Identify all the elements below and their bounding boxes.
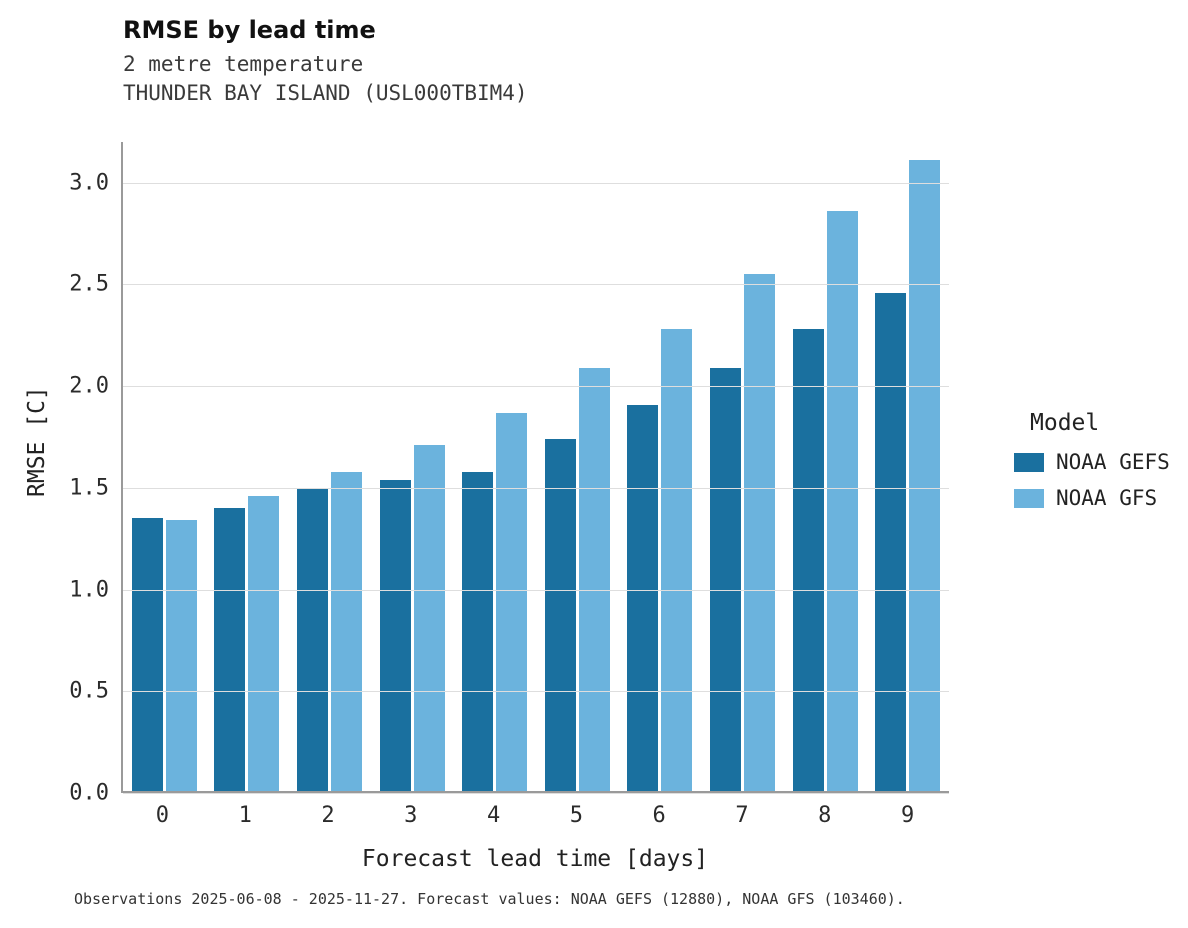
legend-swatch-noaa-gfs <box>1014 488 1044 508</box>
bar-group-day-9 <box>866 142 949 791</box>
bar-noaa-gfs-day-6 <box>661 329 693 791</box>
legend: Model NOAA GEFS NOAA GFS <box>1014 410 1170 522</box>
x-tick-label-5: 5 <box>569 803 583 828</box>
bar-noaa-gefs-day-9 <box>875 292 907 791</box>
bar-group-day-4 <box>453 142 536 791</box>
bar-noaa-gfs-day-0 <box>165 520 197 791</box>
legend-swatch-noaa-gefs <box>1014 452 1044 472</box>
legend-title: Model <box>1030 410 1100 436</box>
chart-subtitle-station: THUNDER BAY ISLAND (USL000TBIM4) <box>123 81 528 105</box>
bar-noaa-gefs-day-8 <box>792 329 824 791</box>
legend-label-noaa-gefs: NOAA GEFS <box>1056 450 1170 474</box>
footer-caption: Observations 2025-06-08 - 2025-11-27. Fo… <box>74 890 905 908</box>
bar-group-day-2 <box>288 142 371 791</box>
x-tick-label-9: 9 <box>900 803 915 828</box>
bars-layer <box>123 142 949 791</box>
x-tick-label-4: 4 <box>486 803 501 828</box>
bar-noaa-gfs-day-1 <box>248 496 280 791</box>
y-tick-label-0.0: 0.0 <box>69 780 109 806</box>
bar-noaa-gefs-day-2 <box>296 487 328 791</box>
y-tick-label-1.0: 1.0 <box>69 577 109 603</box>
x-axis-ticks: 0 1 2 3 4 5 6 7 8 9 <box>121 803 949 828</box>
bar-noaa-gfs-day-7 <box>743 274 775 791</box>
bar-group-day-0 <box>123 142 206 791</box>
y-tick-label-0.5: 0.5 <box>69 678 109 704</box>
bar-noaa-gfs-day-5 <box>578 367 610 791</box>
bar-noaa-gefs-day-5 <box>544 439 576 791</box>
legend-entry-noaa-gfs: NOAA GFS <box>1014 486 1170 510</box>
x-tick-label-3: 3 <box>404 803 418 828</box>
bar-group-day-8 <box>784 142 867 791</box>
bar-noaa-gefs-day-4 <box>462 471 494 791</box>
gridline-y-1.5 <box>123 487 949 489</box>
gridline-y-0.0 <box>123 793 949 794</box>
x-tick-label-0: 0 <box>155 803 170 828</box>
bar-noaa-gfs-day-3 <box>413 445 445 791</box>
plot-area: 0.0 0.5 1.0 1.5 2.0 2.5 3.0 <box>69 142 949 806</box>
y-tick-label-2.5: 2.5 <box>69 271 109 297</box>
bar-noaa-gefs-day-7 <box>709 367 741 791</box>
chart-subtitle-variable: 2 metre temperature <box>123 52 364 76</box>
y-tick-label-2.0: 2.0 <box>69 373 109 399</box>
bar-group-day-5 <box>536 142 619 791</box>
y-tick-label-3.0: 3.0 <box>69 170 109 196</box>
gridline-y-1.0 <box>123 589 949 591</box>
legend-label-noaa-gfs: NOAA GFS <box>1056 486 1158 510</box>
bar-group-day-3 <box>371 142 454 791</box>
bar-noaa-gfs-day-4 <box>496 412 528 791</box>
gridline-y-2.0 <box>123 386 949 388</box>
x-tick-label-7: 7 <box>735 803 749 828</box>
bar-group-day-6 <box>619 142 702 791</box>
bar-noaa-gefs-day-0 <box>131 518 163 791</box>
bar-group-day-7 <box>701 142 784 791</box>
x-tick-label-1: 1 <box>238 803 252 828</box>
gridline-y-3.0 <box>123 182 949 184</box>
bar-group-day-1 <box>206 142 289 791</box>
bar-noaa-gfs-day-8 <box>826 211 858 791</box>
chart-title: RMSE by lead time <box>123 16 376 44</box>
bar-noaa-gfs-day-9 <box>909 160 941 791</box>
bar-noaa-gfs-day-2 <box>330 471 362 791</box>
gridline-y-2.5 <box>123 284 949 286</box>
bar-noaa-gefs-day-3 <box>379 479 411 791</box>
x-tick-label-8: 8 <box>818 803 832 828</box>
x-axis-label: Forecast lead time [days] <box>361 846 709 872</box>
bar-noaa-gefs-day-1 <box>214 508 246 791</box>
legend-entry-noaa-gefs: NOAA GEFS <box>1014 450 1170 474</box>
bar-noaa-gefs-day-6 <box>627 404 659 791</box>
gridline-y-0.5 <box>123 691 949 693</box>
x-tick-label-6: 6 <box>652 803 666 828</box>
x-tick-label-2: 2 <box>321 803 335 828</box>
y-tick-label-1.5: 1.5 <box>69 475 109 501</box>
legend-entries: NOAA GEFS NOAA GFS <box>1014 450 1170 510</box>
